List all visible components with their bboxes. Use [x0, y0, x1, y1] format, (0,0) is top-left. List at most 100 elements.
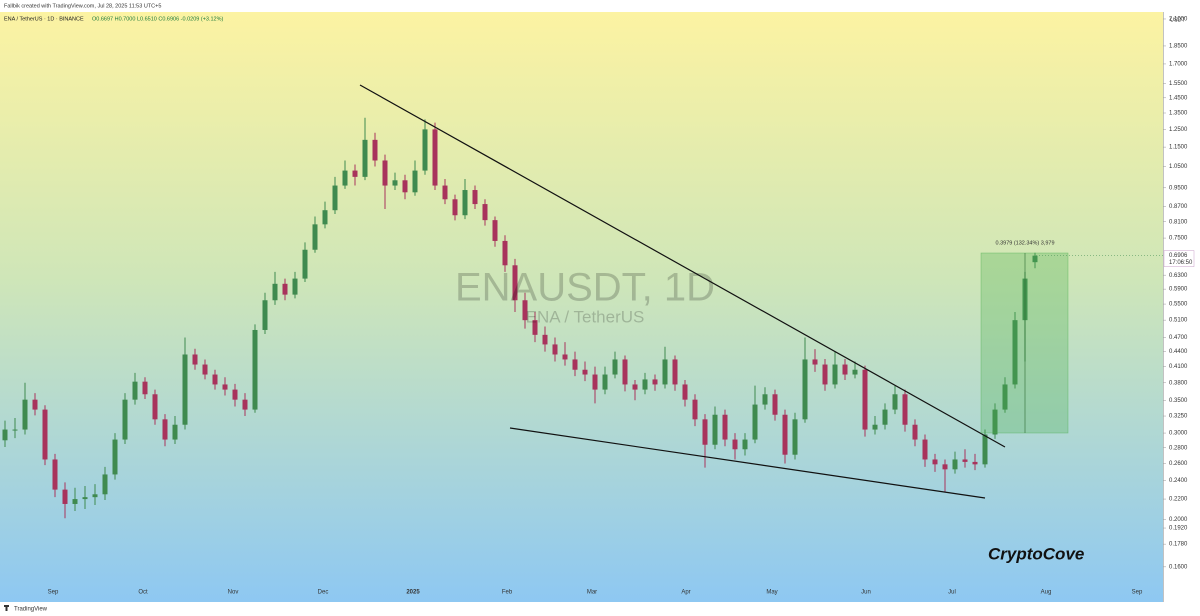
y-tick-label: 0.1920 [1169, 526, 1188, 532]
y-tick-label: 0.4700 [1169, 335, 1188, 341]
candle-body [682, 384, 688, 400]
y-tick-label: 1.1500 [1169, 145, 1188, 151]
candle-body [442, 185, 448, 200]
y-tick-label: 0.7500 [1169, 236, 1188, 242]
candle-body [522, 300, 528, 321]
candle-body [582, 369, 588, 375]
y-tick-label: 0.1600 [1169, 564, 1188, 570]
x-tick-label: 2025 [406, 590, 420, 596]
y-tick-label: 1.0500 [1169, 164, 1188, 170]
candle-body [422, 129, 428, 171]
candle-body [482, 204, 488, 221]
candle-body [182, 354, 188, 425]
candle-body [732, 439, 738, 450]
candle-body [572, 359, 578, 370]
candle-body [1032, 255, 1038, 263]
candle-body [752, 404, 758, 440]
candle-body [722, 414, 728, 440]
candle-body [862, 369, 868, 430]
candle-body [842, 364, 848, 375]
candle-body [242, 399, 248, 410]
candle-body [942, 464, 948, 470]
candle-body [662, 359, 668, 385]
candle-body [632, 384, 638, 390]
candle-body [932, 459, 938, 465]
candle-body [132, 381, 138, 400]
candle-body [312, 224, 318, 250]
measure-label: 0.3979 (132.34%) 3,979 [995, 240, 1054, 246]
candle-body [552, 344, 558, 355]
y-tick-label: 0.5100 [1169, 318, 1188, 324]
footer-logo [4, 605, 9, 611]
candle-body [472, 190, 478, 205]
candle-body [282, 283, 288, 295]
candle-body [252, 329, 258, 410]
y-tick-label: 0.5500 [1169, 302, 1188, 308]
candle-body [42, 409, 48, 460]
candle-body [652, 379, 658, 385]
candle-body [432, 129, 438, 186]
candle-body [222, 384, 228, 390]
y-tick-label: 0.3250 [1169, 414, 1188, 420]
candle-body [382, 160, 388, 186]
x-tick-label: Dec [318, 590, 329, 596]
x-tick-label: Aug [1041, 590, 1052, 596]
candle-body [392, 180, 398, 186]
candle-body [852, 369, 858, 375]
x-tick-label: Jul [948, 590, 956, 596]
candle-body [902, 394, 908, 425]
x-tick-label: May [766, 590, 777, 596]
candle-body [142, 381, 148, 395]
candle-body [612, 359, 618, 375]
symbol: ENA / TetherUS · 1D · BINANCE [4, 16, 84, 22]
x-tick-label: Apr [681, 590, 690, 596]
candle-body [292, 278, 298, 295]
y-tick-label: 0.2400 [1169, 478, 1188, 484]
candle-body [602, 374, 608, 390]
y-tick-label: 2.1000 [1169, 17, 1188, 23]
candle-body [592, 374, 598, 390]
watermark-subtitle: ENA / TetherUS [526, 307, 645, 326]
y-tick-label: 1.5500 [1169, 81, 1188, 87]
y-tick-label: 1.7000 [1169, 62, 1188, 68]
candle-body [342, 170, 348, 186]
candle-body [62, 489, 68, 504]
x-tick-label: Jun [861, 590, 871, 596]
candle-body [12, 429, 18, 431]
candle-body [502, 240, 508, 266]
countdown-label: 17:06:50 [1169, 260, 1193, 266]
candle-body [832, 364, 838, 385]
candle-body [512, 265, 518, 301]
candle-body [192, 354, 198, 365]
candle-body [122, 399, 128, 440]
candle-body [802, 359, 808, 420]
signature: CryptoCove [988, 544, 1084, 563]
candle-body [872, 424, 878, 430]
candle-body [102, 474, 108, 495]
x-tick-label: Mar [587, 590, 597, 596]
last-price-box [1163, 250, 1195, 267]
candle-body [542, 334, 548, 345]
candle-body [882, 409, 888, 425]
candle-body [302, 249, 308, 279]
candle-body [162, 419, 168, 440]
candle-body [972, 461, 978, 465]
last-price-label: 0.6906 [1169, 253, 1188, 259]
candle-body [772, 394, 778, 415]
candle-body [172, 424, 178, 440]
x-tick-label: Sep [48, 590, 59, 596]
candle-body [812, 359, 818, 365]
candle-body [712, 414, 718, 445]
axis-unit: USDT [1170, 17, 1186, 23]
y-tick-label: 0.3000 [1169, 431, 1188, 437]
candle-body [332, 185, 338, 211]
y-tick-label: 1.2500 [1169, 127, 1188, 133]
candle-body [962, 459, 968, 462]
candle-body [792, 419, 798, 455]
y-tick-label: 0.3500 [1169, 398, 1188, 404]
candle-body [52, 459, 58, 490]
candle-body [272, 283, 278, 301]
candle-body [152, 394, 158, 420]
x-tick-label: Oct [138, 590, 148, 596]
